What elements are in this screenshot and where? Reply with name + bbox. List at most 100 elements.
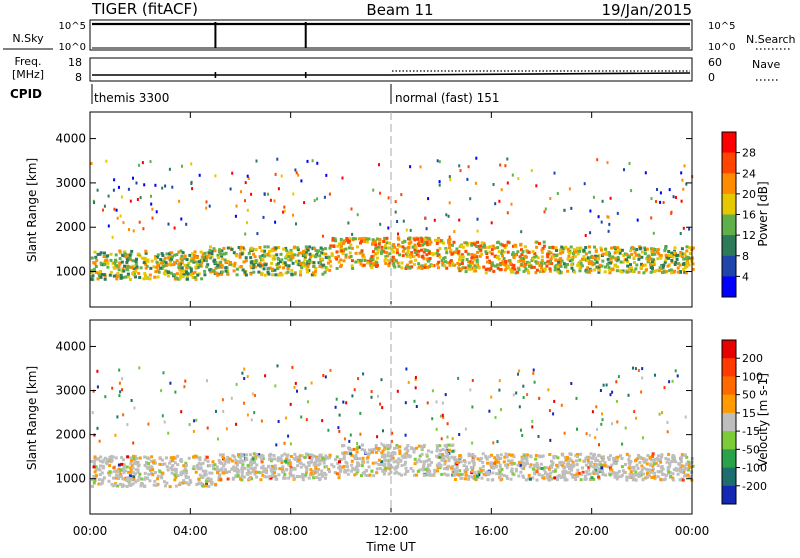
heatmap-cell bbox=[415, 460, 419, 464]
heatmap-cell bbox=[350, 459, 354, 463]
heatmap-cell bbox=[390, 247, 394, 251]
heatmap-cell bbox=[405, 446, 409, 450]
heatmap-cell bbox=[359, 432, 362, 436]
heatmap-cell bbox=[118, 262, 122, 265]
heatmap-cell bbox=[587, 465, 591, 469]
heatmap-cell bbox=[481, 464, 485, 468]
heatmap-cell bbox=[171, 185, 174, 189]
heatmap-cell bbox=[589, 452, 593, 456]
heatmap-cell bbox=[584, 463, 588, 467]
heatmap-cell bbox=[136, 470, 140, 474]
heatmap-cell bbox=[683, 453, 687, 457]
heatmap-cell bbox=[264, 263, 268, 267]
heatmap-cell bbox=[326, 261, 330, 265]
heatmap-cell bbox=[243, 401, 245, 405]
heatmap-cell bbox=[154, 183, 157, 187]
heatmap-cell bbox=[98, 459, 102, 463]
heatmap-cell bbox=[625, 478, 629, 482]
heatmap-cell bbox=[113, 469, 117, 473]
heatmap-cell bbox=[537, 435, 540, 438]
heatmap-cell bbox=[640, 390, 643, 394]
heatmap-cell bbox=[476, 217, 479, 221]
heatmap-cell bbox=[232, 269, 236, 273]
heatmap-cell bbox=[622, 470, 626, 474]
heatmap-cell bbox=[245, 453, 248, 457]
heatmap-cell bbox=[312, 261, 316, 265]
heatmap-cell bbox=[600, 248, 603, 252]
heatmap-cell bbox=[340, 263, 343, 267]
heatmap-cell bbox=[216, 273, 220, 277]
heatmap-cell bbox=[234, 458, 238, 462]
heatmap-cell bbox=[436, 159, 439, 163]
heatmap-cell bbox=[379, 191, 382, 195]
heatmap-cell bbox=[233, 455, 237, 459]
heatmap-cell bbox=[668, 461, 672, 465]
heatmap-cell bbox=[337, 254, 341, 258]
heatmap-cell bbox=[577, 471, 581, 475]
heatmap-cell bbox=[633, 410, 636, 414]
heatmap-cell bbox=[376, 435, 379, 439]
heatmap-cell bbox=[205, 482, 208, 486]
heatmap-cell bbox=[291, 261, 295, 265]
heatmap-cell bbox=[650, 197, 653, 201]
heatmap-cell bbox=[651, 266, 654, 270]
heatmap-cell bbox=[660, 465, 664, 468]
heatmap-cell bbox=[682, 257, 686, 261]
date-text: 19/Jan/2015 bbox=[602, 1, 693, 19]
heatmap-cell bbox=[498, 465, 502, 469]
heatmap-cell bbox=[616, 250, 620, 254]
heatmap-cell bbox=[162, 271, 166, 275]
heatmap-cell bbox=[384, 255, 388, 259]
heatmap-cell bbox=[246, 468, 250, 472]
heatmap-cell bbox=[349, 433, 352, 437]
heatmap-cell bbox=[445, 266, 449, 270]
heatmap-cell bbox=[252, 452, 256, 456]
heatmap-cell bbox=[98, 270, 102, 274]
heatmap-cell bbox=[133, 460, 137, 464]
heatmap-cell bbox=[610, 468, 614, 472]
heatmap-cell bbox=[150, 259, 154, 263]
heatmap-cell bbox=[380, 463, 384, 467]
heatmap-cell bbox=[360, 474, 363, 477]
heatmap-cell bbox=[580, 264, 584, 268]
heatmap-cell bbox=[170, 251, 174, 255]
heatmap-cell bbox=[289, 258, 293, 262]
heatmap-cell bbox=[94, 468, 98, 472]
heatmap-cell bbox=[549, 260, 552, 264]
heatmap-cell bbox=[508, 261, 512, 265]
colorbar-tick-label: 16 bbox=[742, 209, 756, 222]
y-tick-label: 4000 bbox=[55, 339, 86, 353]
heatmap-cell bbox=[413, 462, 417, 466]
heatmap-cell bbox=[320, 265, 324, 269]
heatmap-cell bbox=[132, 462, 136, 466]
heatmap-cell bbox=[482, 472, 486, 476]
heatmap-cell bbox=[332, 465, 336, 469]
heatmap-cell bbox=[470, 475, 474, 479]
heatmap-cell bbox=[275, 263, 279, 267]
heatmap-cell bbox=[589, 268, 593, 272]
heatmap-cell bbox=[487, 470, 491, 474]
heatmap-cell bbox=[482, 265, 486, 269]
heatmap-cell bbox=[107, 479, 111, 483]
heatmap-cell bbox=[351, 237, 355, 241]
heatmap-cell bbox=[339, 244, 343, 248]
heatmap-cell bbox=[375, 261, 379, 265]
heatmap-cell bbox=[210, 471, 214, 475]
heatmap-cell bbox=[139, 484, 143, 488]
heatmap-cell bbox=[664, 270, 668, 273]
heatmap-cell bbox=[264, 374, 267, 378]
heatmap-cell bbox=[437, 238, 441, 242]
heatmap-cell bbox=[400, 261, 404, 265]
heatmap-cell bbox=[218, 473, 222, 477]
heatmap-cell bbox=[287, 264, 291, 268]
heatmap-cell bbox=[589, 231, 592, 235]
heatmap-cell bbox=[443, 459, 447, 463]
heatmap-cell bbox=[464, 249, 468, 253]
heatmap-cell bbox=[103, 277, 107, 281]
heatmap-cell bbox=[343, 437, 346, 441]
heatmap-cell bbox=[553, 399, 556, 403]
heatmap-cell bbox=[383, 462, 387, 466]
heatmap-cell bbox=[525, 260, 529, 264]
colorbar-tick-label: 15 bbox=[742, 407, 756, 420]
heatmap-cell bbox=[233, 469, 237, 473]
